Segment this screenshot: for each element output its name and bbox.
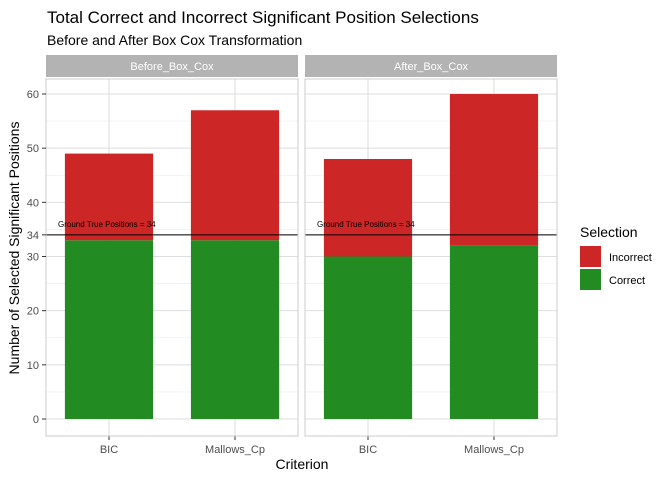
panel-border [45,78,299,437]
x-tick-label: Mallows_Cp [205,444,265,456]
bar-incorrect-bic [323,159,413,257]
bar-correct-mallows_cp [190,240,280,419]
y-tick-label: 40 [27,197,39,209]
y-tick-label: 34 [27,230,39,242]
y-tick-label: 60 [27,89,39,101]
facet-strip [46,55,298,77]
bar-correct-mallows_cp [449,245,539,419]
facet-strip-label: Before_Box_Cox [130,61,214,73]
x-tick-label: Mallows_Cp [464,444,524,456]
y-axis-title: Number of Selected Significant Positions [6,122,22,375]
facet-panels: Before_Box_Cox BIC Mallows_Cp Ground True P… [45,55,558,456]
facet-strip [305,55,557,77]
facet-panel-1: After_Box_Cox BIC Mallows_Cp Ground True Po… [304,55,558,456]
y-tick-label: 0 [33,414,39,426]
y-tick-label: 50 [27,143,39,155]
legend: Selection Incorrect Correct [580,224,652,290]
x-tick-label: BIC [359,444,377,456]
reference-line-label: Ground True Positions = 34 [58,220,156,229]
bar-incorrect-bic [64,153,154,241]
y-axis: 0 10 20 30 34 40 50 60 [27,89,46,426]
bar-incorrect-mallows_cp [190,110,280,241]
reference-line-label: Ground True Positions = 34 [317,220,415,229]
y-tick-label: 30 [27,252,39,264]
legend-key-incorrect [580,246,601,267]
legend-label-correct: Correct [609,275,645,287]
x-tick-label: BIC [100,444,118,456]
legend-label-incorrect: Incorrect [609,252,652,264]
legend-key-correct [580,269,601,290]
bar-incorrect-mallows_cp [449,94,539,246]
panel-border [304,78,558,437]
x-axis-title: Criterion [276,456,329,472]
facet-panel-0: Before_Box_Cox BIC Mallows_Cp Ground True P… [45,55,299,456]
facet-strip-label: After_Box_Cox [394,61,468,73]
legend-title: Selection [580,224,638,240]
chart-title: Total Correct and Incorrect Significant … [47,8,479,27]
y-tick-label: 10 [27,360,39,372]
bar-correct-bic [64,240,154,419]
y-tick-label: 20 [27,306,39,318]
chart-subtitle: Before and After Box Cox Transformation [47,32,302,48]
bar-correct-bic [323,256,413,419]
